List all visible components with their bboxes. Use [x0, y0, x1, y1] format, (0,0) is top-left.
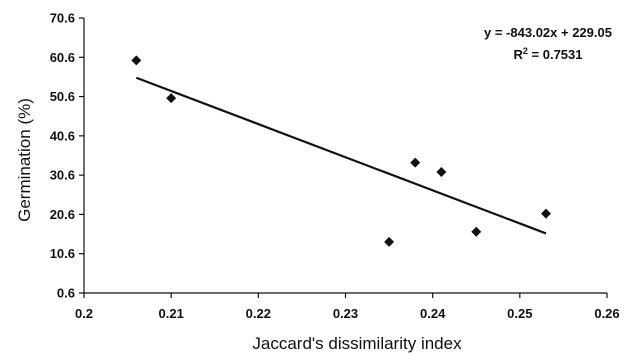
- data-point: [410, 157, 421, 168]
- x-tick-label: 0.23: [333, 306, 358, 321]
- x-tick-label: 0.22: [246, 306, 271, 321]
- x-ticks: 0.2 0.21 0.22 0.23 0.24 0.25 0.26: [75, 293, 620, 321]
- x-axis-title: Jaccard's dissimilarity index: [252, 334, 462, 353]
- r-squared-exponent: 2: [523, 46, 528, 56]
- data-point: [384, 236, 395, 247]
- y-tick-label: 50.6: [50, 89, 75, 104]
- data-point: [540, 208, 551, 219]
- y-tick-label: 40.6: [50, 128, 75, 143]
- y-ticks: 0.6 10.6 20.6 30.6 40.6 50.6 60.6 70.6: [50, 11, 84, 301]
- y-tick-label: 60.6: [50, 50, 75, 65]
- data-points: [131, 55, 551, 247]
- y-axis-title: Germination (%): [15, 98, 34, 222]
- regression-equation: y = -843.02x + 229.05: [484, 25, 612, 40]
- data-point: [131, 55, 142, 66]
- x-tick-label: 0.2: [75, 306, 93, 321]
- x-tick-label: 0.24: [420, 306, 446, 321]
- x-tick-label: 0.21: [159, 306, 184, 321]
- x-tick-label: 0.26: [594, 306, 619, 321]
- trendline-group: [135, 76, 547, 235]
- trendline: [135, 76, 547, 235]
- data-point: [471, 226, 482, 237]
- r-squared-label: R2 = 0.7531: [514, 46, 583, 62]
- r-squared-prefix: R: [514, 47, 524, 62]
- r-squared-value: = 0.7531: [528, 47, 583, 62]
- x-tick-label: 0.25: [507, 306, 532, 321]
- data-point: [166, 93, 177, 104]
- y-tick-label: 10.6: [50, 246, 75, 261]
- data-point: [436, 167, 447, 177]
- y-tick-label: 70.6: [50, 11, 75, 26]
- y-tick-label: 20.6: [50, 207, 75, 222]
- y-tick-label: 30.6: [50, 168, 75, 183]
- y-tick-label: 0.6: [57, 286, 75, 301]
